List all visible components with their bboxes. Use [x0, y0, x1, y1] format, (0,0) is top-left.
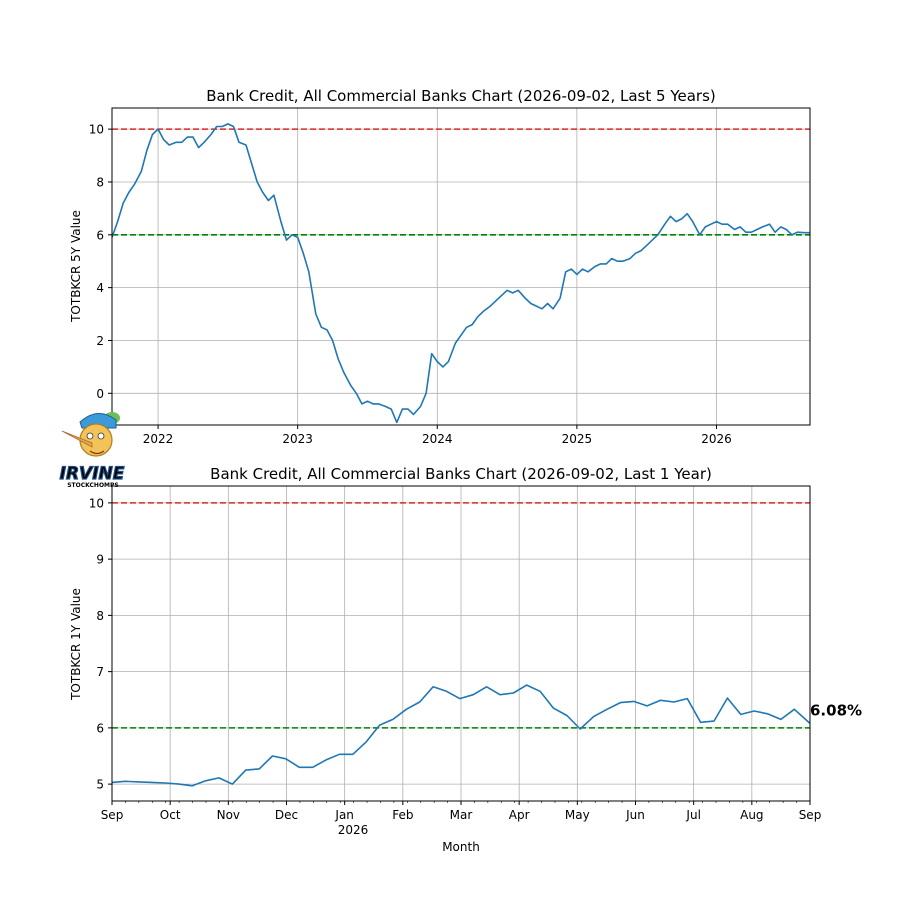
chart-5y-y-tick-label: 4 [96, 281, 104, 295]
chart-5y-ylabel: TOTBKCR 5Y Value [69, 210, 83, 323]
logo-nose [61, 430, 93, 448]
chart-1y-x-tick-label: Jul [685, 808, 700, 822]
chart-5y-y-tick-label: 0 [96, 387, 104, 401]
chart-5y-x-ticks: 2022 2023 2024 2025 2026 [143, 425, 732, 446]
chart-1y-x-tick-label: Oct [160, 808, 181, 822]
chart-1y-reference-lines [112, 502, 810, 729]
chart-1y-title: Bank Credit, All Commercial Banks Chart … [210, 465, 712, 483]
chart-1y-x-tick-label: Sep [799, 808, 822, 822]
chart-1y-x-tick-label: Aug [740, 808, 763, 822]
chart-1y-y-tick-label: 8 [96, 609, 104, 623]
chart-5y-y-tick-label: 8 [96, 175, 104, 189]
chart-1y-x-ticks: Sep Oct Nov Dec Jan Feb Mar Apr May Jun Jul Aug Sep [101, 801, 822, 822]
chart-1y-x-tick-label: Jun [625, 808, 645, 822]
chart-5y-x-tick-label: 2022 [143, 432, 174, 446]
chart-1y-x-tick-label: Jan [334, 808, 354, 822]
logo-eye-left [86, 432, 94, 440]
chart-5y-x-tick-label: 2023 [282, 432, 313, 446]
chart-1y-series [111, 684, 811, 787]
chart-1y-xlabel: Month [442, 840, 480, 854]
chart-1y-x-tick-label: Dec [275, 808, 298, 822]
chart-1y-ylabel: TOTBKCR 1Y Value [69, 588, 83, 701]
chart-1y-x-tick-label: Nov [217, 808, 240, 822]
chart-5y-y-tick-label: 10 [89, 123, 104, 137]
chart-1y-series-line [111, 684, 811, 787]
chart-5y-title: Bank Credit, All Commercial Banks Chart … [206, 87, 716, 105]
chart-5y-x-tick-label: 2024 [422, 432, 453, 446]
chart-1y-y-tick-label: 10 [89, 496, 104, 510]
chart-5y-y-tick-label: 2 [96, 334, 104, 348]
chart-1y-year-label: 2026 [338, 823, 369, 837]
last-value-label: 6.08% [810, 701, 862, 719]
chart-1y: Bank Credit, All Commercial Banks Chart … [69, 465, 862, 854]
chart-1y-y-tick-label: 7 [96, 665, 104, 679]
chart-1y-x-tick-label: Mar [450, 808, 473, 822]
chart-1y-x-tick-label: May [565, 808, 590, 822]
chart-5y-x-tick-label: 2026 [701, 432, 732, 446]
logo-eye-right [97, 432, 105, 440]
logo-subtext: STOCKCHOMPS [67, 482, 119, 489]
chart-5y-series-line [111, 123, 810, 424]
chart-1y-x-tick-label: Apr [509, 808, 530, 822]
chart-5y-series [111, 123, 810, 424]
logo-hat [79, 413, 117, 429]
chart-1y-x-tick-label: Sep [101, 808, 124, 822]
chart-5y-y-ticks: 0 2 4 6 8 10 [89, 123, 112, 401]
chart-5y: Bank Credit, All Commercial Banks Chart … [69, 87, 811, 446]
chart-5y-y-tick-label: 6 [96, 228, 104, 242]
chart-5y-plot-frame [111, 107, 811, 426]
irvine-stockchomps-logo: IRVINE STOCKCHOMPS [59, 412, 125, 489]
chart-1y-y-tick-label: 5 [96, 778, 104, 792]
chart-5y-x-tick-label: 2025 [562, 432, 593, 446]
chart-1y-y-ticks: 5 6 7 8 9 10 [89, 496, 112, 792]
chart-5y-gridlines [112, 108, 810, 425]
chart-1y-y-tick-label: 9 [96, 553, 104, 567]
logo-mouth [89, 450, 105, 455]
chart-5y-reference-lines [112, 128, 810, 236]
chart-1y-y-tick-label: 6 [96, 721, 104, 735]
chart-1y-x-tick-label: Feb [392, 808, 413, 822]
logo-text: IRVINE [60, 464, 125, 484]
